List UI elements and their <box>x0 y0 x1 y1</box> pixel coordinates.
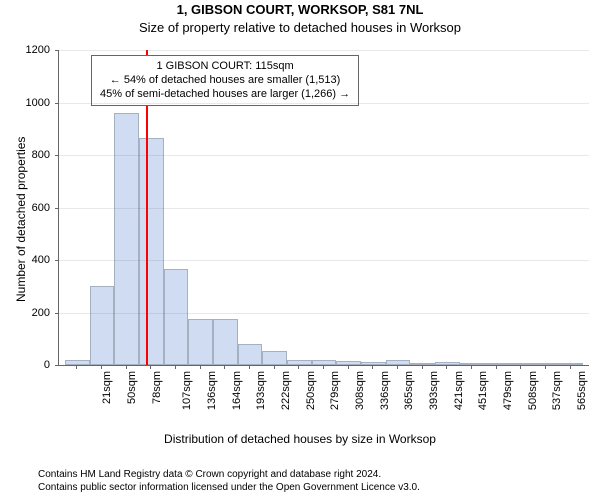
x-tick-mark <box>496 365 497 369</box>
x-tick-mark <box>150 365 151 369</box>
chart-container: { "layout": { "width": 600, "height": 50… <box>0 0 600 500</box>
histogram-bar <box>213 319 238 365</box>
x-axis-label: Distribution of detached houses by size … <box>0 432 600 446</box>
x-tick-label: 21sqm <box>101 371 113 404</box>
x-tick-label: 107sqm <box>181 371 193 410</box>
y-tick-label: 600 <box>32 202 50 214</box>
x-tick-mark <box>570 365 571 369</box>
x-tick-layer: 21sqm 50sqm 78sqm 107sqm 136sqm 164sqm 193sqm 2… <box>58 365 588 435</box>
y-tick-mark <box>55 103 59 104</box>
footer-line: Contains public sector information licen… <box>38 482 420 495</box>
x-tick-label: 222sqm <box>280 371 292 410</box>
x-tick-mark <box>101 365 102 369</box>
x-tick-mark <box>372 365 373 369</box>
histogram-bar <box>164 269 189 365</box>
annotation-box: 1 GIBSON COURT: 115sqm← 54% of detached … <box>91 55 359 106</box>
y-tick-label: 200 <box>32 307 50 319</box>
x-tick-mark <box>446 365 447 369</box>
x-tick-label: 479sqm <box>502 371 514 410</box>
y-tick-mark <box>55 208 59 209</box>
gridline-h <box>59 313 589 314</box>
x-tick-mark <box>422 365 423 369</box>
y-tick-label: 0 <box>44 359 50 371</box>
x-tick-mark <box>76 365 77 369</box>
y-tick-mark <box>55 313 59 314</box>
histogram-bar <box>262 351 287 365</box>
footer-text: Contains HM Land Registry data © Crown c… <box>0 465 430 500</box>
x-tick-mark <box>397 365 398 369</box>
y-tick-label: 400 <box>32 254 50 266</box>
x-tick-label: 565sqm <box>576 371 588 410</box>
x-tick-label: 50sqm <box>126 371 138 404</box>
annotation-line: ← 54% of detached houses are smaller (1,… <box>100 74 350 88</box>
x-tick-label: 537sqm <box>551 371 563 410</box>
histogram-bar <box>188 319 213 365</box>
gridline-h <box>59 208 589 209</box>
x-tick-label: 164sqm <box>231 371 243 410</box>
x-tick-mark <box>200 365 201 369</box>
chart-title: 1, GIBSON COURT, WORKSOP, S81 7NL <box>0 2 600 17</box>
y-tick-labels: 020040060080010001200 <box>0 50 54 365</box>
histogram-bar <box>238 344 263 365</box>
x-tick-label: 451sqm <box>477 371 489 410</box>
x-tick-mark <box>545 365 546 369</box>
x-tick-label: 421sqm <box>453 371 465 410</box>
annotation-line: 1 GIBSON COURT: 115sqm <box>100 60 350 74</box>
footer-line: Contains HM Land Registry data © Crown c… <box>38 469 420 482</box>
y-tick-label: 800 <box>32 149 50 161</box>
histogram-bar <box>139 138 164 365</box>
y-tick-mark <box>55 50 59 51</box>
x-tick-mark <box>348 365 349 369</box>
x-tick-mark <box>471 365 472 369</box>
y-tick-label: 1000 <box>26 97 50 109</box>
x-tick-mark <box>274 365 275 369</box>
x-tick-label: 336sqm <box>379 371 391 410</box>
y-tick-label: 1200 <box>26 44 50 56</box>
annotation-line: 45% of semi-detached houses are larger (… <box>100 88 350 102</box>
gridline-h <box>59 50 589 51</box>
x-tick-mark <box>298 365 299 369</box>
gridline-h <box>59 155 589 156</box>
x-tick-label: 308sqm <box>354 371 366 410</box>
gridline-h <box>59 103 589 104</box>
x-tick-mark <box>175 365 176 369</box>
gridline-h <box>59 260 589 261</box>
x-tick-mark <box>323 365 324 369</box>
x-tick-mark <box>520 365 521 369</box>
y-tick-mark <box>55 260 59 261</box>
x-tick-label: 393sqm <box>428 371 440 410</box>
plot-area: 1 GIBSON COURT: 115sqm← 54% of detached … <box>58 50 589 366</box>
x-tick-mark <box>126 365 127 369</box>
x-tick-mark <box>224 365 225 369</box>
x-tick-label: 365sqm <box>403 371 415 410</box>
x-tick-label: 250sqm <box>305 371 317 410</box>
x-tick-label: 508sqm <box>527 371 539 410</box>
x-tick-label: 78sqm <box>151 371 163 404</box>
y-tick-mark <box>55 155 59 156</box>
histogram-bar <box>90 286 115 365</box>
histogram-bar <box>114 113 139 365</box>
x-tick-label: 136sqm <box>206 371 218 410</box>
x-tick-mark <box>249 365 250 369</box>
x-tick-label: 279sqm <box>329 371 341 410</box>
x-tick-label: 193sqm <box>255 371 267 410</box>
chart-subtitle: Size of property relative to detached ho… <box>0 20 600 35</box>
